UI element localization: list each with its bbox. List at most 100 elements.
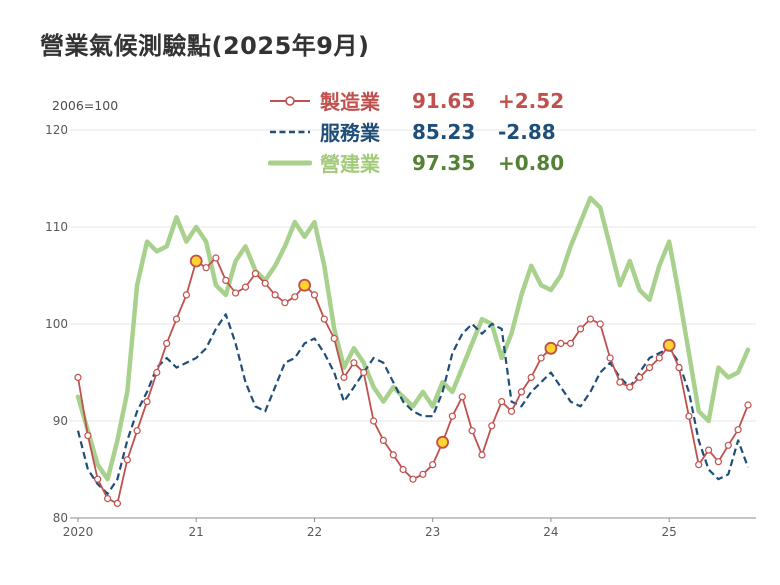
legend-value-manufacturing: 91.65 bbox=[412, 88, 476, 113]
manufacturing-marker bbox=[232, 289, 240, 297]
legend-label-services: 服務業 bbox=[320, 121, 380, 145]
manufacturing-marker bbox=[586, 315, 595, 323]
manufacturing-marker bbox=[330, 334, 338, 343]
manufacturing-highlight-marker bbox=[189, 254, 203, 268]
manufacturing-marker bbox=[488, 422, 496, 430]
legend-value-services: 85.23 bbox=[412, 119, 476, 144]
manufacturing-marker bbox=[94, 475, 102, 483]
legend-change-manufacturing: +2.52 bbox=[498, 88, 565, 113]
manufacturing-marker bbox=[419, 470, 427, 478]
manufacturing-marker bbox=[448, 412, 456, 420]
manufacturing-marker bbox=[379, 436, 387, 444]
manufacturing-marker bbox=[596, 320, 604, 328]
x-axis-tick-label: 2020 bbox=[63, 525, 94, 539]
manufacturing-marker bbox=[576, 325, 585, 333]
manufacturing-marker bbox=[389, 451, 397, 459]
legend-label-construction: 營建業 bbox=[320, 152, 380, 176]
manufacturing-marker bbox=[557, 339, 565, 347]
manufacturing-marker bbox=[320, 315, 328, 323]
legend-label-manufacturing: 製造業 bbox=[320, 90, 380, 114]
legend-value-construction: 97.35 bbox=[412, 150, 476, 175]
manufacturing-marker bbox=[458, 393, 466, 401]
index-base-note: 2006=100 bbox=[52, 98, 119, 113]
construction-series-line bbox=[75, 195, 751, 482]
manufacturing-marker bbox=[626, 383, 634, 391]
manufacturing-highlight-marker bbox=[544, 341, 558, 355]
x-axis-tick-label: 22 bbox=[307, 525, 322, 539]
manufacturing-marker bbox=[370, 417, 378, 425]
manufacturing-marker bbox=[212, 254, 220, 262]
manufacturing-marker bbox=[645, 364, 654, 372]
legend-row-services: 服務業 85.23 -2.88 bbox=[268, 119, 578, 145]
manufacturing-marker bbox=[399, 465, 407, 474]
y-axis-tick-label: 90 bbox=[53, 414, 68, 428]
manufacturing-marker bbox=[498, 398, 506, 406]
manufacturing-marker bbox=[744, 401, 752, 409]
manufacturing-marker bbox=[507, 407, 516, 415]
manufacturing-highlight-marker bbox=[662, 338, 676, 352]
services-line-sample-icon bbox=[270, 130, 310, 133]
y-axis-tick-label: 120 bbox=[45, 123, 68, 137]
manufacturing-marker bbox=[685, 412, 693, 420]
manufacturing-marker bbox=[241, 283, 250, 291]
y-axis-tick-label: 110 bbox=[45, 220, 68, 234]
manufacturing-marker bbox=[74, 373, 82, 381]
manufacturing-marker bbox=[350, 359, 358, 367]
manufacturing-marker bbox=[261, 279, 269, 287]
manufacturing-marker bbox=[478, 451, 486, 459]
legend-change-construction: +0.80 bbox=[498, 150, 565, 175]
manufacturing-marker bbox=[291, 293, 299, 301]
manufacturing-marker bbox=[724, 441, 732, 449]
y-axis-tick-label: 100 bbox=[45, 317, 68, 331]
manufacturing-marker bbox=[163, 339, 171, 347]
manufacturing-marker bbox=[695, 461, 703, 469]
manufacturing-marker bbox=[172, 315, 181, 323]
manufacturing-marker bbox=[409, 475, 417, 483]
manufacturing-marker bbox=[182, 291, 190, 299]
manufacturing-marker bbox=[360, 368, 368, 377]
construction-line-sample-icon bbox=[268, 160, 312, 165]
legend-row-construction: 營建業 97.35 +0.80 bbox=[268, 150, 578, 176]
manufacturing-line-sample-icon bbox=[270, 95, 310, 106]
manufacturing-marker bbox=[84, 432, 92, 440]
manufacturing-marker bbox=[133, 427, 141, 435]
x-axis-tick-label: 24 bbox=[543, 525, 558, 539]
manufacturing-marker bbox=[222, 276, 230, 284]
manufacturing-highlight-marker bbox=[436, 435, 450, 449]
manufacturing-marker bbox=[103, 495, 112, 503]
manufacturing-marker bbox=[527, 373, 535, 381]
manufacturing-highlight-marker bbox=[298, 278, 312, 292]
manufacturing-marker bbox=[655, 354, 663, 362]
x-axis-tick-label: 25 bbox=[662, 525, 677, 539]
manufacturing-marker bbox=[271, 291, 279, 299]
manufacturing-marker bbox=[251, 270, 259, 278]
manufacturing-marker bbox=[429, 461, 437, 469]
manufacturing-marker bbox=[281, 299, 289, 307]
manufacturing-marker bbox=[202, 264, 210, 272]
x-axis-tick-label: 21 bbox=[189, 525, 204, 539]
manufacturing-marker bbox=[340, 373, 348, 381]
manufacturing-marker bbox=[566, 339, 575, 347]
manufacturing-marker bbox=[113, 499, 122, 507]
manufacturing-marker bbox=[143, 398, 151, 406]
legend-change-services: -2.88 bbox=[498, 119, 556, 144]
manufacturing-marker bbox=[606, 354, 614, 362]
manufacturing-marker bbox=[616, 378, 624, 386]
manufacturing-marker bbox=[704, 446, 713, 454]
manufacturing-marker bbox=[310, 291, 319, 299]
x-axis-tick-label: 23 bbox=[425, 525, 440, 539]
manufacturing-marker bbox=[517, 388, 526, 396]
manufacturing-marker bbox=[537, 354, 545, 362]
manufacturing-marker bbox=[468, 427, 476, 435]
page-title: 營業氣候測驗點(2025年9月) bbox=[40, 32, 370, 60]
manufacturing-marker bbox=[635, 373, 644, 381]
manufacturing-marker bbox=[123, 456, 131, 464]
legend: 製造業 91.65 +2.52 服務業 85.23 -2.88 營建業 97.3… bbox=[268, 88, 578, 176]
legend-row-manufacturing: 製造業 91.65 +2.52 bbox=[268, 88, 578, 114]
manufacturing-marker bbox=[714, 458, 723, 466]
manufacturing-marker bbox=[734, 426, 742, 434]
y-axis-tick-label: 80 bbox=[53, 511, 68, 525]
manufacturing-marker bbox=[153, 368, 161, 377]
